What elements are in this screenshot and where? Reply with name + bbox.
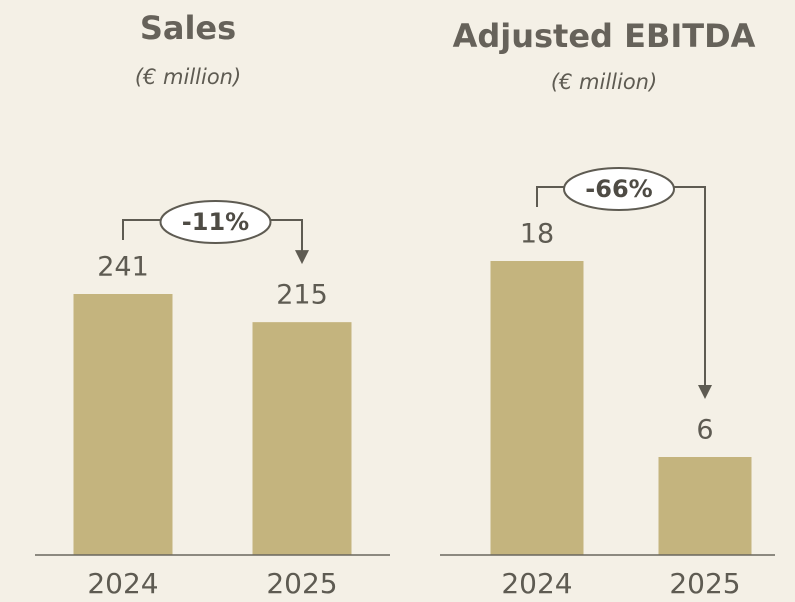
annotation: -66% <box>585 175 652 203</box>
x-tick-label: 2024 <box>87 567 158 600</box>
chart-subtitle: (€ million) <box>551 70 657 94</box>
chart-subtitle: (€ million) <box>135 65 241 89</box>
bar <box>490 261 584 555</box>
bar <box>252 322 352 555</box>
x-tick-label: 2025 <box>266 567 337 600</box>
annotation: -11% <box>182 208 249 236</box>
chart-title: Adjusted EBITDA <box>453 17 756 55</box>
data-label: 6 <box>696 415 713 446</box>
data-label: 215 <box>276 280 328 311</box>
x-tick-label: 2025 <box>669 567 740 600</box>
arrow-head <box>295 250 309 265</box>
chart-title: Sales <box>140 9 236 47</box>
data-label: 18 <box>520 219 554 250</box>
x-tick-label: 2024 <box>501 567 572 600</box>
annotation-bubble <box>159 200 272 244</box>
annotation-bubble <box>563 167 675 211</box>
bar <box>73 294 173 555</box>
bar <box>658 457 752 555</box>
data-label: 241 <box>97 252 149 283</box>
arrow-head <box>698 385 712 399</box>
